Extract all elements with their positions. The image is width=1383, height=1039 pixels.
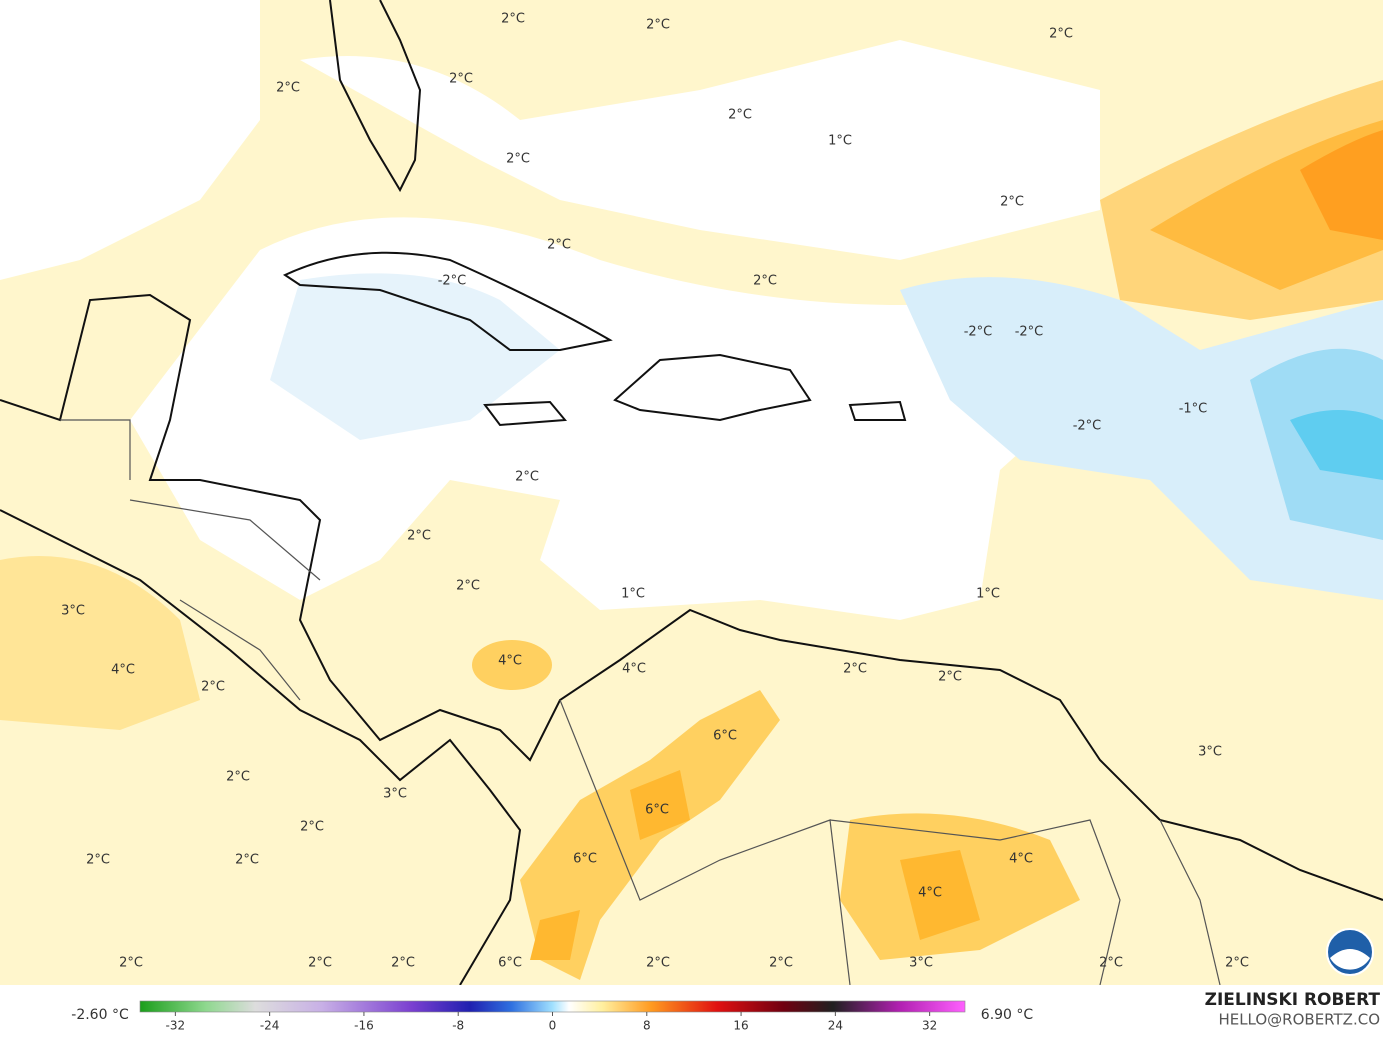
map-label: 2°C	[501, 12, 525, 27]
map-label: 3°C	[909, 956, 933, 971]
field	[0, 0, 1383, 985]
map-label: 2°C	[276, 81, 300, 96]
map-label: 2°C	[201, 680, 225, 695]
noaa-logo	[1326, 928, 1374, 976]
map-label: 2°C	[646, 956, 670, 971]
map-label: 1°C	[828, 134, 852, 149]
colorbar-max-label: 6.90 °C	[981, 1007, 1034, 1023]
credit-email: HELLO@ROBERTZ.CO	[1218, 1011, 1380, 1029]
map-label: 2°C	[235, 853, 259, 868]
borders	[60, 419, 1221, 986]
map-label: 2°C	[938, 670, 962, 685]
map-label: 2°C	[86, 853, 110, 868]
map-label: -2°C	[1015, 325, 1044, 340]
map-label: 2°C	[646, 18, 670, 33]
map-label: 4°C	[622, 662, 646, 677]
map-label: 4°C	[918, 886, 942, 901]
colorbar-tick-label: 32	[922, 1019, 937, 1033]
colorbar-min-label: -2.60 °C	[71, 1007, 129, 1023]
map-label: 6°C	[645, 803, 669, 818]
map-label: 3°C	[61, 604, 85, 619]
colorbar-tick-label: -32	[166, 1019, 186, 1033]
map-label: 6°C	[713, 729, 737, 744]
map-label: -2°C	[1073, 419, 1102, 434]
map-label: 4°C	[1009, 852, 1033, 867]
map-label: 2°C	[226, 770, 250, 785]
map-label: 2°C	[456, 579, 480, 594]
map-label: 1°C	[621, 587, 645, 602]
map-label: 4°C	[498, 654, 522, 669]
map-label: -2°C	[964, 325, 993, 340]
colorbar-tick-label: 16	[733, 1019, 748, 1033]
colorbar-ticks: -32 -24 -16 -8 0 8 16 24 32	[166, 1012, 937, 1033]
map-label: 6°C	[498, 956, 522, 971]
map-label: 2°C	[391, 956, 415, 971]
map-label: 2°C	[308, 956, 332, 971]
map-label: 2°C	[1049, 27, 1073, 42]
map-label: 2°C	[753, 274, 777, 289]
map-label: 3°C	[1198, 745, 1222, 760]
map-label: 6°C	[573, 852, 597, 867]
map-label: 2°C	[407, 529, 431, 544]
colorbar-tick-label: 0	[549, 1019, 557, 1033]
credit-name: ZIELINSKI ROBERT	[1205, 990, 1381, 1010]
map-label: 2°C	[1225, 956, 1249, 971]
map-label: 2°C	[515, 470, 539, 485]
map-label: 2°C	[769, 956, 793, 971]
map-labels: 2°C 2°C 2°C 2°C 2°C 2°C 1°C 2°C 2°C 2°C -2°C 2°C -2°…	[61, 12, 1249, 971]
map-label: 2°C	[119, 956, 143, 971]
map-label: 2°C	[728, 108, 752, 123]
colorbar-tick-label: -8	[452, 1019, 464, 1033]
map-label: 2°C	[547, 238, 571, 253]
map-label: -2°C	[438, 274, 467, 289]
map-label: 1°C	[976, 587, 1000, 602]
colorbar-tick-label: -24	[260, 1019, 280, 1033]
colorbar-tick-label: 24	[828, 1019, 843, 1033]
map-label: 2°C	[449, 72, 473, 87]
colorbar	[139, 1000, 966, 1013]
map-label: -1°C	[1179, 402, 1208, 417]
map-label: 4°C	[111, 663, 135, 678]
map-label: 2°C	[843, 662, 867, 677]
map-label: 2°C	[506, 152, 530, 167]
map-label: 3°C	[383, 787, 407, 802]
map-label: 2°C	[300, 820, 324, 835]
map-label: 2°C	[1000, 195, 1024, 210]
map-label: 2°C	[1099, 956, 1123, 971]
coastlines	[0, 0, 1383, 986]
colorbar-tick-label: 8	[643, 1019, 651, 1033]
colorbar-tick-label: -16	[354, 1019, 374, 1033]
